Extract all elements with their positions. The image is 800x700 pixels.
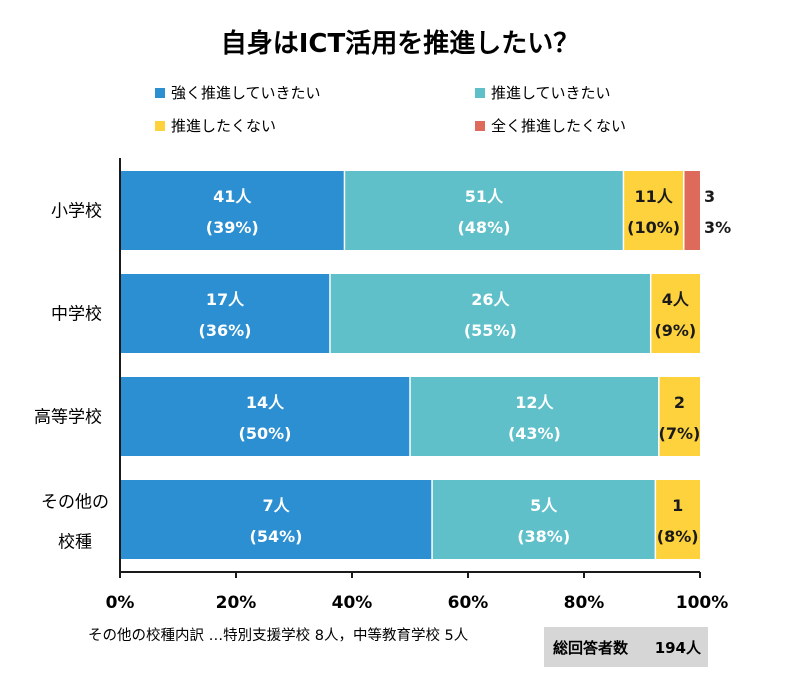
bar-percent-label: (9%) xyxy=(654,321,696,340)
x-tick-label: 40% xyxy=(332,593,373,613)
x-tick-label: 60% xyxy=(448,593,489,613)
bar-count-label: 1 xyxy=(672,496,683,515)
total-value: 194人 xyxy=(655,639,702,657)
x-tick-label: 80% xyxy=(564,593,605,613)
x-tick-label: 0% xyxy=(106,593,135,613)
bar-segment xyxy=(344,171,624,250)
bar-percent-label: (48%) xyxy=(457,218,510,237)
bar-segment xyxy=(623,171,684,250)
x-tick-label: 20% xyxy=(216,593,257,613)
bar-count-label: 12人 xyxy=(515,393,554,412)
bar-percent-label: (38%) xyxy=(517,527,570,546)
bar-segment xyxy=(650,274,700,353)
legend-label: 推進していきたい xyxy=(491,84,611,102)
total-box-background xyxy=(544,627,708,667)
bar-percent-label: (7%) xyxy=(659,424,701,443)
bar-count-label: 3 xyxy=(704,187,715,206)
bar-count-label: 2 xyxy=(674,393,685,412)
x-tick-label: 100% xyxy=(676,593,729,613)
bar-segment xyxy=(655,480,700,559)
bar-count-label: 11人 xyxy=(634,187,673,206)
bar-percent-label: (55%) xyxy=(464,321,517,340)
bar-percent-label: (8%) xyxy=(657,527,699,546)
bar-segment xyxy=(120,480,433,559)
legend-label: 強く推進していきたい xyxy=(171,84,321,102)
bar-segment xyxy=(120,377,410,456)
bar-segment xyxy=(329,274,651,353)
bar-segment xyxy=(432,480,656,559)
total-box: 総回答者数 194人 xyxy=(544,627,708,667)
footnote: その他の校種内訳 …特別支援学校 8人，中等教育学校 5人 xyxy=(88,626,468,644)
bar-percent-label: (50%) xyxy=(239,424,292,443)
bar-percent-label: 3% xyxy=(704,218,731,237)
legend-label: 全く推進したくない xyxy=(491,117,626,135)
chart-title: 自身はICT活用を推進したい？ xyxy=(221,28,580,59)
bar-count-label: 41人 xyxy=(213,187,252,206)
bar-segment xyxy=(120,171,345,250)
bar-count-label: 5人 xyxy=(530,496,558,515)
bar-percent-label: (10%) xyxy=(627,218,680,237)
legend-swatch xyxy=(475,121,485,131)
bar-percent-label: (36%) xyxy=(199,321,252,340)
bar-count-label: 7人 xyxy=(262,496,290,515)
category-label: 小学校 xyxy=(51,202,102,222)
bar-count-label: 26人 xyxy=(471,290,510,309)
category-label: その他の xyxy=(41,493,109,513)
legend-swatch xyxy=(155,121,165,131)
bars: 41人(39%)51人(48%)11人(10%)33%17人(36%)26人(5… xyxy=(120,171,731,559)
category-label: 校種 xyxy=(58,533,92,553)
category-label: 高等学校 xyxy=(34,408,102,428)
bar-count-label: 14人 xyxy=(246,393,285,412)
bar-percent-label: (54%) xyxy=(250,527,303,546)
bar-count-label: 51人 xyxy=(465,187,504,206)
bar-segment xyxy=(120,274,330,353)
bar-percent-label: (43%) xyxy=(508,424,561,443)
bar-segment xyxy=(410,377,659,456)
total-label: 総回答者数 xyxy=(553,639,629,657)
bar-segment xyxy=(683,171,700,250)
legend-label: 推進したくない xyxy=(171,117,276,135)
legend-swatch xyxy=(155,88,165,98)
category-label: 中学校 xyxy=(51,305,102,325)
bar-percent-label: (39%) xyxy=(206,218,259,237)
bar-count-label: 4人 xyxy=(662,290,690,309)
bar-segment xyxy=(658,377,700,456)
legend-swatch xyxy=(475,88,485,98)
bar-count-label: 17人 xyxy=(206,290,245,309)
x-axis: 0% 20% 40% 60% 80% 100% xyxy=(106,158,729,613)
